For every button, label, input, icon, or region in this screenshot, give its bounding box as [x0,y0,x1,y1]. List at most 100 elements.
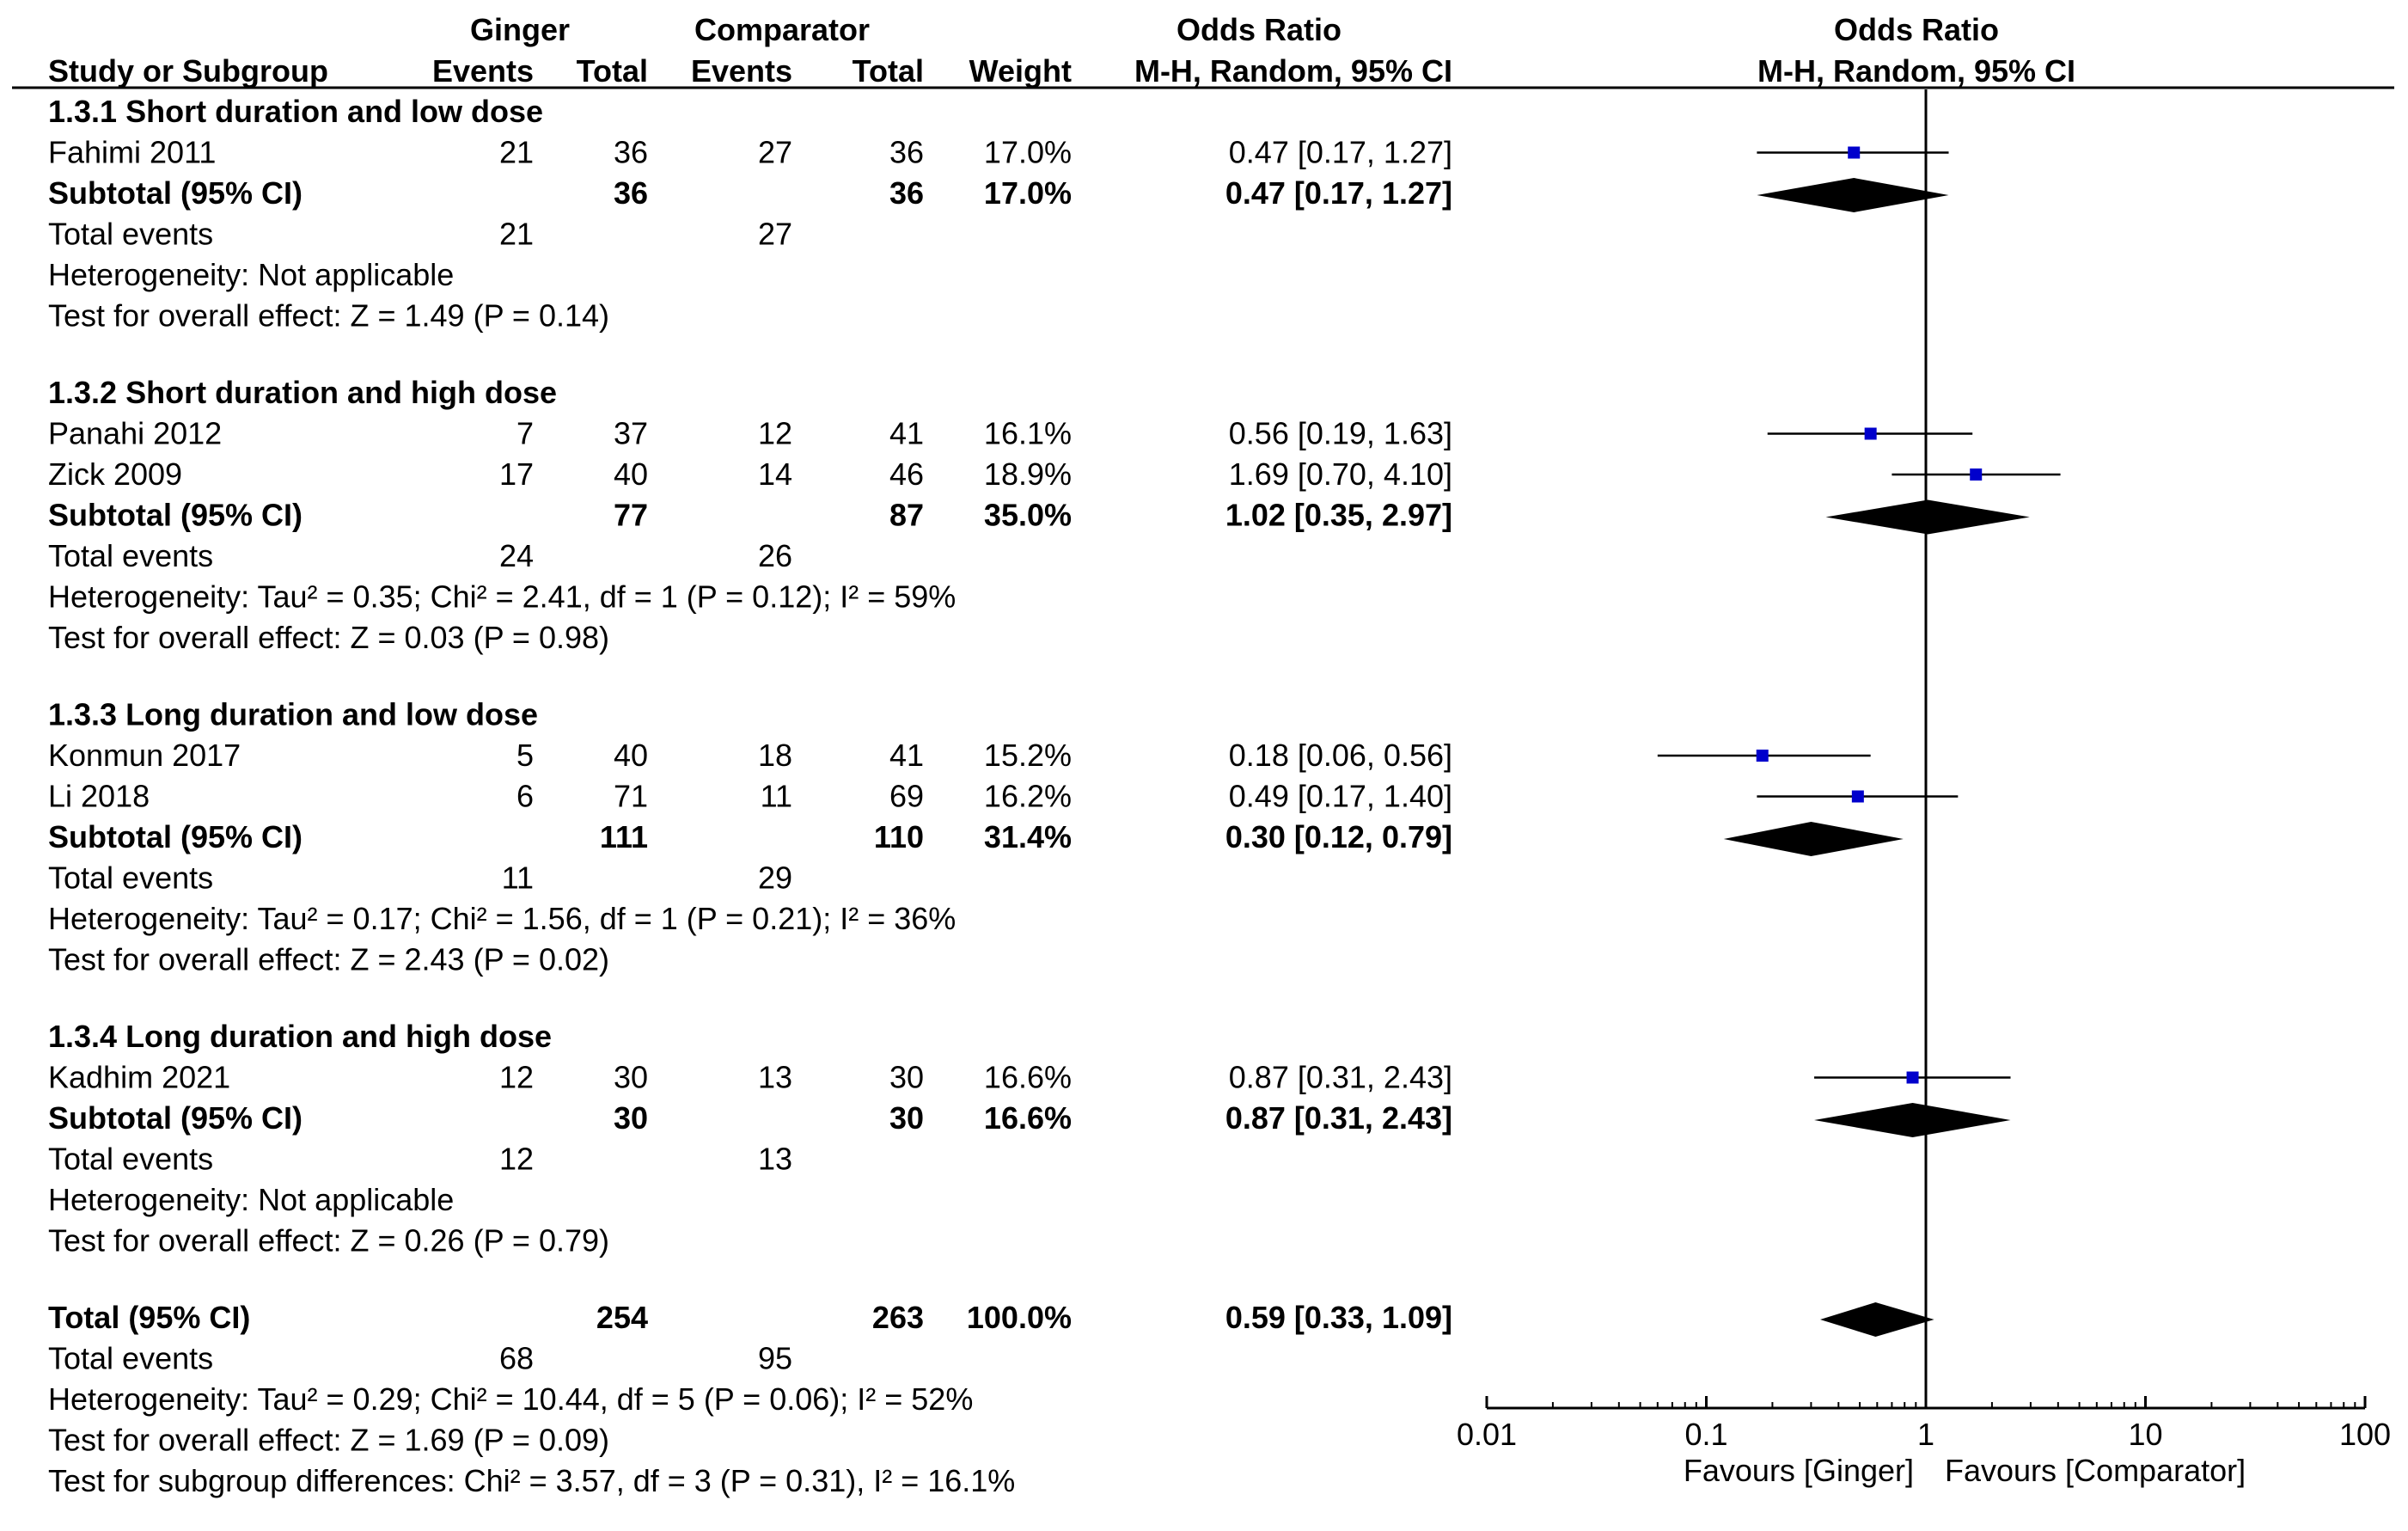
study-comparator-events: 14 [758,456,792,492]
study-ginger-total: 40 [614,738,648,773]
study-comparator-events: 27 [758,135,792,170]
subtotal-comparator-total: 110 [874,819,924,854]
pooled-diamond [1814,1103,2011,1137]
study-ginger-total: 36 [614,135,648,170]
pooled-diamond [1825,499,2030,535]
study-comparator-total: 41 [889,416,924,451]
subtotal-ci: 0.30 [0.12, 0.79] [1225,819,1452,854]
study-ginger-events: 12 [499,1060,534,1095]
point-estimate-marker [1848,146,1861,159]
study-comparator-events: 12 [758,416,792,451]
study-ginger-events: 6 [516,779,534,814]
subtotal-weight: 35.0% [984,498,1072,533]
header-study: Study or Subgroup [48,53,328,89]
overall-ginger-total: 254 [596,1300,648,1335]
x-axis-tick-label: 0.01 [1457,1417,1517,1452]
study-comparator-total: 46 [889,456,924,492]
header-ginger-total: Total [577,53,648,89]
study-ci: 0.87 [0.31, 2.43] [1229,1060,1452,1095]
point-estimate-marker [1970,468,1983,481]
study-ci: 0.49 [0.17, 1.40] [1229,779,1452,814]
subtotal-weight: 16.6% [984,1100,1072,1136]
overall-effect-text: Test for overall effect: Z = 0.26 (P = 0… [48,1223,609,1258]
subtotal-label: Subtotal (95% CI) [48,498,303,533]
overall-effect-text: Test for overall effect: Z = 2.43 (P = 0… [48,942,609,977]
total-events-label: Total events [48,217,213,252]
favours-comparator-label: Favours [Comparator] [1945,1453,2246,1488]
subtotal-comparator-total: 36 [889,175,924,211]
subtotal-label: Subtotal (95% CI) [48,819,303,854]
study-ginger-events: 21 [499,135,534,170]
study-weight: 16.1% [984,416,1072,451]
study-ginger-total: 71 [614,779,648,814]
pooled-diamond [1723,822,1904,856]
study-name: Panahi 2012 [48,416,222,451]
heterogeneity-text: Heterogeneity: Tau² = 0.17; Chi² = 1.56,… [48,901,956,936]
subtotal-ginger-total: 111 [600,819,648,854]
study-weight: 15.2% [984,738,1072,773]
study-name: Fahimi 2011 [48,135,216,170]
subgroup-differences: Test for subgroup differences: Chi² = 3.… [48,1463,1015,1498]
subtotal-ginger-total: 36 [614,175,648,211]
pooled-diamond [1757,178,1949,212]
study-weight: 16.2% [984,779,1072,814]
heterogeneity-text: Heterogeneity: Tau² = 0.35; Chi² = 2.41,… [48,579,956,615]
subtotal-weight: 31.4% [984,819,1072,854]
total-events-label: Total events [48,538,213,573]
study-ginger-total: 40 [614,456,648,492]
x-axis-tick-label: 1 [1917,1417,1934,1452]
study-name: Konmun 2017 [48,738,241,773]
overall-total-label: Total (95% CI) [48,1300,250,1335]
overall-effect: Test for overall effect: Z = 1.69 (P = 0… [48,1423,609,1458]
x-axis-tick-label: 0.1 [1684,1417,1727,1452]
subtotal-label: Subtotal (95% CI) [48,175,303,211]
total-events-comparator: 29 [758,860,792,896]
x-axis-tick-label: 100 [2339,1417,2391,1452]
subtotal-ci: 1.02 [0.35, 2.97] [1225,498,1452,533]
subtotal-weight: 17.0% [984,175,1072,211]
header-comparator-total: Total [853,53,924,89]
overall-weight: 100.0% [967,1300,1072,1335]
study-name: Zick 2009 [48,456,182,492]
study-ginger-events: 7 [516,416,534,451]
header-comparator: Comparator [694,12,870,47]
study-ci: 0.47 [0.17, 1.27] [1229,135,1452,170]
study-ginger-events: 5 [516,738,534,773]
overall-total-events-label: Total events [48,1341,213,1376]
total-events-ginger: 24 [499,538,534,573]
subgroup-title: 1.3.2 Short duration and high dose [48,375,557,410]
study-weight: 17.0% [984,135,1072,170]
study-name: Li 2018 [48,779,150,814]
total-events-comparator: 13 [758,1142,792,1177]
forest-plot-area: Odds Ratio M-H, Random, 95% CI 0.01 0.1 1 10 1… [1457,12,2391,1488]
point-estimate-marker [1864,427,1877,440]
point-estimate-marker [1756,750,1769,762]
study-ci: 1.69 [0.70, 4.10] [1229,456,1452,492]
header-plot-odds-ratio: Odds Ratio [1834,12,1999,47]
header-comparator-events: Events [691,53,792,89]
point-estimate-marker [1906,1071,1919,1084]
total-events-label: Total events [48,1142,213,1177]
subtotal-ci: 0.87 [0.31, 2.43] [1225,1100,1452,1136]
subgroup-title: 1.3.4 Long duration and high dose [48,1019,552,1054]
subgroup-title: 1.3.3 Long duration and low dose [48,697,538,732]
subtotal-comparator-total: 87 [889,498,924,533]
total-events-comparator: 27 [758,217,792,252]
total-events-ginger: 21 [499,217,534,252]
header-weight: Weight [969,53,1072,89]
pooled-diamond [1819,1302,1934,1337]
heterogeneity-text: Heterogeneity: Not applicable [48,1182,454,1217]
study-comparator-events: 11 [761,779,792,814]
subtotal-comparator-total: 30 [889,1100,924,1136]
subgroup-title: 1.3.1 Short duration and low dose [48,94,543,129]
header-odds-ratio: Odds Ratio [1176,12,1342,47]
forest-table: Ginger Comparator Odds Ratio Study or Subgr… [12,12,2394,1498]
study-ci: 0.56 [0.19, 1.63] [1229,416,1452,451]
study-name: Kadhim 2021 [48,1060,230,1095]
total-events-ginger: 11 [502,860,534,896]
total-events-ginger: 12 [499,1142,534,1177]
overall-effect-text: Test for overall effect: Z = 0.03 (P = 0… [48,620,609,655]
study-weight: 18.9% [984,456,1072,492]
study-comparator-total: 41 [889,738,924,773]
subtotal-ginger-total: 77 [614,498,648,533]
